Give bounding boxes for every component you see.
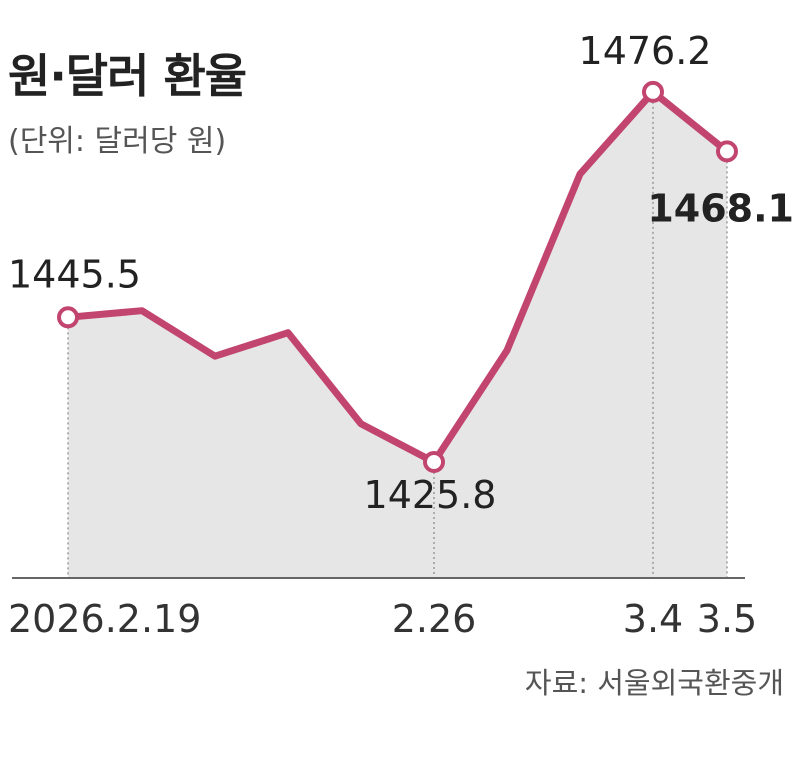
data-label: 1425.8: [364, 473, 497, 517]
x-tick-label: 3.4: [623, 597, 683, 641]
x-tick-label: 2026.2.19: [8, 597, 201, 641]
data-point-marker: [642, 80, 664, 103]
data-label: 1476.2: [579, 29, 712, 73]
x-tick-label: 3.5: [697, 597, 757, 641]
data-point-marker: [57, 306, 79, 329]
unit-label: (단위: 달러당 원): [8, 124, 227, 159]
chart-title: 원·달러 환율: [8, 49, 247, 103]
area-fill: [68, 91, 727, 579]
data-point-marker: [716, 140, 738, 163]
source-note: 자료: 서울외국환중개: [524, 666, 784, 700]
data-label: 1468.1: [647, 186, 794, 230]
x-tick-label: 2.26: [392, 597, 477, 641]
data-label: 1445.5: [8, 252, 141, 296]
series-line: [64, 88, 731, 466]
data-point-marker: [423, 451, 445, 473]
